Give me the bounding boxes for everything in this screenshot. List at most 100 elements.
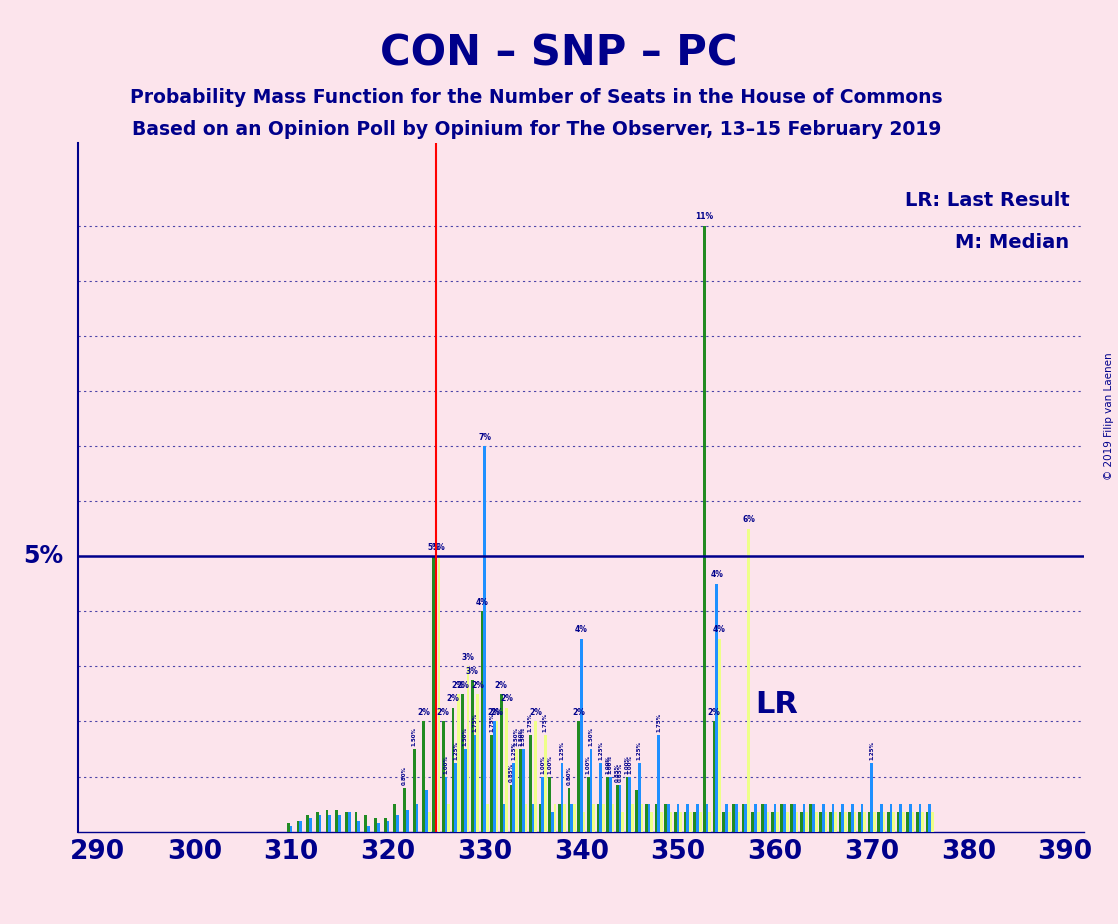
Bar: [764, 804, 767, 832]
Bar: [689, 812, 692, 832]
Bar: [348, 812, 351, 832]
Text: 2%: 2%: [437, 708, 449, 717]
Bar: [358, 821, 360, 832]
Bar: [593, 804, 595, 832]
Bar: [574, 804, 576, 832]
Bar: [548, 776, 551, 832]
Bar: [423, 722, 425, 832]
Bar: [616, 784, 618, 832]
Text: 1.50%: 1.50%: [514, 727, 519, 747]
Bar: [290, 826, 293, 832]
Bar: [406, 809, 408, 832]
Text: 1.00%: 1.00%: [540, 755, 546, 773]
Bar: [664, 804, 667, 832]
Bar: [674, 812, 676, 832]
Text: 0.85%: 0.85%: [615, 763, 619, 782]
Text: 2%: 2%: [572, 708, 585, 717]
Text: 5%: 5%: [433, 542, 445, 552]
Bar: [495, 722, 499, 832]
Bar: [916, 812, 919, 832]
Bar: [454, 763, 457, 832]
Text: 2%: 2%: [456, 680, 468, 689]
Bar: [892, 812, 896, 832]
Text: 1.25%: 1.25%: [511, 741, 517, 760]
Bar: [582, 812, 586, 832]
Bar: [732, 804, 735, 832]
Bar: [580, 638, 582, 832]
Text: 0.85%: 0.85%: [617, 763, 623, 782]
Bar: [474, 736, 476, 832]
Bar: [635, 790, 638, 832]
Bar: [757, 812, 759, 832]
Text: 1.25%: 1.25%: [637, 741, 642, 760]
Text: 1.25%: 1.25%: [598, 741, 604, 760]
Bar: [709, 812, 711, 832]
Bar: [309, 818, 312, 832]
Bar: [928, 804, 931, 832]
Bar: [490, 736, 493, 832]
Bar: [515, 749, 518, 832]
Bar: [476, 694, 479, 832]
Bar: [612, 804, 615, 832]
Bar: [645, 804, 647, 832]
Bar: [287, 823, 290, 832]
Bar: [770, 812, 774, 832]
Text: 0.80%: 0.80%: [567, 766, 571, 784]
Text: 2%: 2%: [471, 680, 484, 689]
Bar: [703, 225, 705, 832]
Bar: [926, 812, 928, 832]
Bar: [751, 812, 755, 832]
Bar: [541, 776, 544, 832]
Bar: [493, 722, 495, 832]
Bar: [587, 776, 589, 832]
Bar: [428, 812, 430, 832]
Bar: [878, 812, 880, 832]
Bar: [481, 612, 483, 832]
Bar: [745, 804, 747, 832]
Bar: [445, 776, 447, 832]
Bar: [767, 812, 769, 832]
Bar: [728, 812, 730, 832]
Bar: [524, 804, 528, 832]
Bar: [452, 708, 454, 832]
Text: 1.75%: 1.75%: [528, 713, 533, 733]
Bar: [897, 812, 899, 832]
Bar: [296, 821, 300, 832]
Text: 4%: 4%: [575, 626, 588, 635]
Bar: [676, 804, 680, 832]
Text: 2%: 2%: [446, 694, 459, 703]
Text: 2%: 2%: [529, 708, 542, 717]
Text: 2%: 2%: [452, 680, 465, 689]
Bar: [413, 749, 416, 832]
Bar: [812, 804, 815, 832]
Bar: [466, 666, 470, 832]
Bar: [921, 812, 925, 832]
Bar: [841, 804, 844, 832]
Text: 5%: 5%: [23, 544, 64, 568]
Bar: [553, 804, 557, 832]
Bar: [726, 804, 728, 832]
Bar: [667, 804, 670, 832]
Text: 11%: 11%: [695, 213, 713, 222]
Text: 1.50%: 1.50%: [463, 727, 467, 747]
Text: 4%: 4%: [475, 598, 489, 607]
Text: 1.75%: 1.75%: [473, 713, 477, 733]
Bar: [529, 736, 532, 832]
Bar: [503, 804, 505, 832]
Bar: [647, 804, 651, 832]
Bar: [447, 804, 449, 832]
Bar: [838, 812, 841, 832]
Bar: [844, 812, 846, 832]
Bar: [793, 804, 796, 832]
Bar: [568, 787, 570, 832]
Bar: [907, 812, 909, 832]
Bar: [660, 812, 663, 832]
Bar: [686, 804, 689, 832]
Bar: [522, 749, 524, 832]
Bar: [670, 812, 673, 832]
Bar: [563, 804, 566, 832]
Bar: [805, 812, 808, 832]
Bar: [597, 804, 599, 832]
Bar: [755, 804, 757, 832]
Bar: [442, 722, 445, 832]
